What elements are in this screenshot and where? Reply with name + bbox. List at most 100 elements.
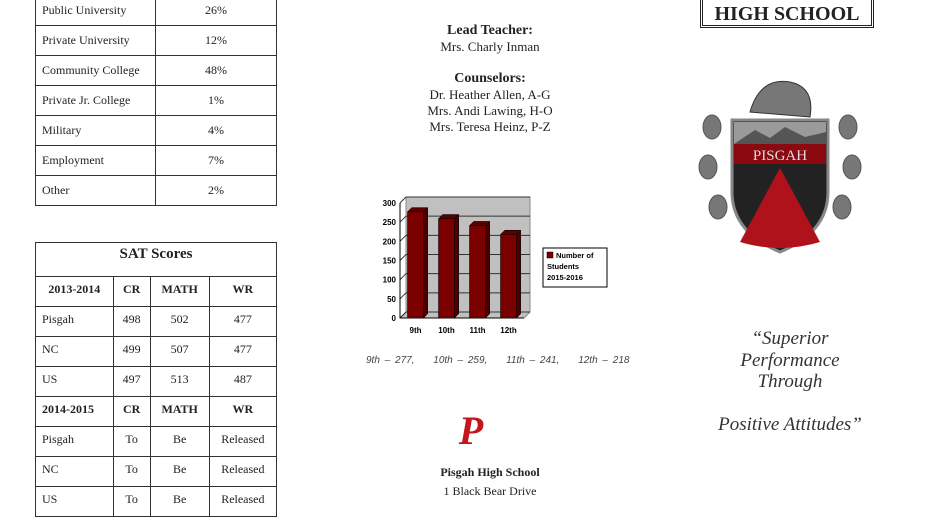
counselors-heading: Counselors: (454, 71, 526, 86)
sat-scores-table: SAT Scores 2013-2014 CR MATH WR Pisgah 498 502 4… (35, 242, 278, 517)
note: 11th – 241, (506, 355, 560, 366)
score-cell: 502 (149, 306, 210, 337)
score-cell: Be (149, 456, 210, 487)
bar (438, 218, 455, 319)
plan-label: Private Jr. College (35, 85, 156, 116)
school-name: Pisgah High School (440, 465, 540, 479)
legend-label: Students (547, 262, 579, 271)
plan-label: Employment (35, 145, 156, 176)
plan-label: Private University (35, 25, 156, 56)
bar-side (485, 220, 490, 319)
plan-label: Community College (35, 55, 156, 86)
counselor: Dr. Heather Allen, A-G (429, 87, 551, 102)
gridline (399, 311, 407, 319)
score-cell: To (112, 426, 151, 457)
bar-side (454, 213, 459, 319)
table-row: US 497 513 487 (35, 366, 278, 397)
table-row: NC To Be Released (35, 456, 278, 487)
gridline (399, 196, 407, 204)
plan-value: 48% (155, 55, 277, 86)
score-cell: 477 (208, 336, 278, 367)
x-tick-label: 10th (438, 326, 455, 335)
score-cell: 487 (208, 366, 278, 397)
score-cell: 507 (149, 336, 210, 367)
bear-icon (749, 80, 812, 118)
motto-line: Positive Attitudes” (718, 414, 862, 435)
y-tick-label: 300 (383, 199, 397, 208)
p-logo: P (458, 412, 484, 448)
plan-value: 7% (155, 145, 277, 176)
header-row: 2013-2014 CR MATH WR (35, 276, 278, 307)
p-logo-letter: P (458, 412, 484, 448)
gridline (399, 234, 407, 242)
column-header: MATH (149, 276, 210, 307)
table-row: Pisgah 498 502 477 (35, 306, 278, 337)
counselor: Mrs. Teresa Heinz, P-Z (429, 119, 551, 134)
region-cell: US (35, 366, 114, 397)
score-cell: 499 (112, 336, 151, 367)
score-cell: To (112, 456, 151, 487)
plan-value: 2% (155, 175, 277, 206)
header-row: 2014-2015 CR MATH WR (35, 396, 278, 427)
pine-cone-icon (698, 114, 862, 220)
legend-swatch (546, 251, 554, 259)
y-tick-label: 100 (383, 276, 397, 285)
plan-value: 12% (155, 25, 277, 56)
column-header: CR (112, 276, 151, 307)
score-cell: Be (149, 486, 210, 517)
table-row: Military 4% (35, 115, 277, 146)
plan-value: 4% (155, 115, 277, 146)
gridline (399, 273, 407, 281)
x-tick-label: 11th (469, 326, 485, 335)
enrollment-chart: 0 50 100 150 200 250 300 9th 10th 11th 12th Number … (383, 196, 608, 335)
region-cell: NC (35, 336, 114, 367)
address: Pisgah High School 1 Black Bear Drive (360, 464, 620, 502)
y-tick-label: 200 (383, 237, 397, 246)
region-cell: Pisgah (35, 426, 114, 457)
gridline (399, 215, 407, 223)
legend-label: Number of (556, 251, 594, 260)
note: 9th – 277, (366, 355, 415, 366)
year-header: 2013-2014 (35, 276, 114, 307)
bar-side (423, 207, 428, 319)
x-tick-label: 12th (500, 326, 517, 335)
table-row: NC 499 507 477 (35, 336, 278, 367)
region-cell: NC (35, 456, 114, 487)
score-cell: 513 (149, 366, 210, 397)
table-row: Public University 26% (35, 0, 277, 26)
note: 10th – 259, (433, 355, 488, 366)
column-header: WR (208, 396, 278, 427)
plan-value: 26% (155, 0, 277, 26)
street-address: 1 Black Bear Drive (443, 484, 537, 498)
y-tick-label: 50 (387, 295, 396, 304)
table-row: Employment 7% (35, 145, 277, 176)
motto-line: “Superior Performance (740, 328, 840, 371)
region-cell: Pisgah (35, 306, 114, 337)
lead-teacher-name: Mrs. Charly Inman (440, 39, 540, 54)
plan-label: Military (35, 115, 156, 146)
note: 12th – 218 (578, 355, 630, 366)
legend (542, 247, 608, 288)
y-tick-label: 0 (392, 314, 397, 323)
table-row: Community College 48% (35, 55, 277, 86)
score-cell: 497 (112, 366, 151, 397)
high-school-badge: HIGH SCHOOL (700, 0, 874, 28)
table-row: Private University 12% (35, 25, 277, 56)
lead-teacher-heading: Lead Teacher: (447, 23, 533, 38)
score-cell: 477 (208, 306, 278, 337)
y-tick-label: 250 (383, 218, 397, 227)
table-row: US To Be Released (35, 486, 278, 517)
gridline (399, 254, 407, 261)
plan-label: Other (35, 175, 156, 206)
table-row: Other 2% (35, 175, 277, 206)
sat-title: SAT Scores (35, 242, 277, 277)
year-header: 2014-2015 (35, 396, 114, 427)
enrollment-notes: 9th – 277, 10th – 259, 11th – 241, 12th … (366, 355, 643, 366)
region-cell: US (35, 486, 114, 517)
pisgah-crest-image: PISGAH (698, 80, 862, 254)
post-graduation-plans-table: Public University 26% Private University 12… (35, 0, 277, 206)
x-tick-label: 9th (410, 326, 422, 335)
gridline (399, 292, 407, 300)
bar-side (516, 229, 521, 319)
table-row: Private Jr. College 1% (35, 85, 277, 116)
